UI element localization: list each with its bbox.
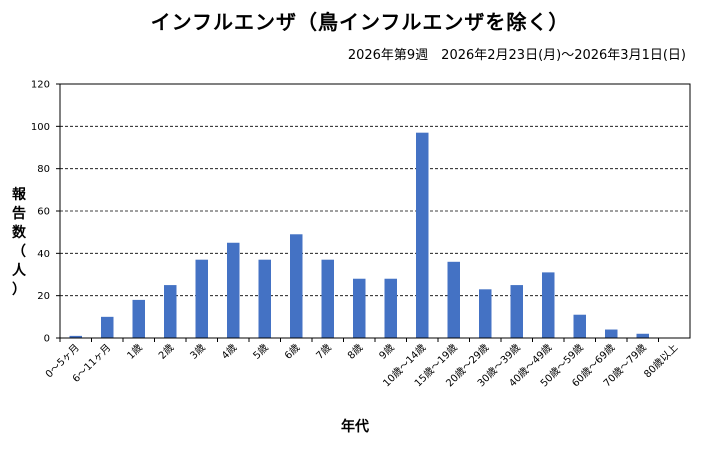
x-tick-label: 6歳 [282,342,302,362]
y-tick-label: 20 [37,291,50,302]
bar [636,333,649,338]
x-tick-label: 80歳以上 [642,342,681,381]
y-tick-label: 100 [31,122,50,133]
bar [542,272,555,338]
gridlines [60,125,690,297]
y-tick-label: 60 [37,207,50,218]
x-tick-label: 3歳 [188,342,208,362]
y-axis-label-char: 報 [12,187,26,203]
bars [69,132,649,338]
y-tick-labels: 0 20 40 60 80 100 120 [31,80,60,345]
chart-subtitle: 2026年第9週 2026年2月23日(月)～2026年3月1日(日) [347,48,686,63]
x-tick-label: 8歳 [345,342,365,362]
chart-title: インフルエンザ（鳥インフルエンザを除く） [150,10,570,34]
y-axis-label-char: ） [12,282,26,298]
x-tick-label: 2歳 [156,342,176,362]
y-tick-label: 40 [37,249,50,260]
bar [510,285,523,338]
bar [353,278,366,338]
x-axis-label: 年代 [341,419,369,435]
bar [573,314,586,338]
y-tick-label: 0 [44,334,50,345]
y-axis-label-char: 告 [12,206,26,222]
y-tick-label: 80 [37,164,50,175]
x-tick-label: 5歳 [251,342,271,362]
x-tick-label: 7歳 [314,342,334,362]
bar [227,242,240,338]
y-axis-label-char: 数 [12,225,26,241]
bar [321,259,334,338]
bar [164,285,177,338]
bar [69,335,82,338]
bar [132,299,145,338]
y-axis-label-char: （ [12,244,26,260]
bar [195,259,208,338]
bar [290,234,303,338]
bar [101,316,114,338]
x-tick-label: 4歳 [219,342,239,362]
bar [479,289,492,338]
bar [258,259,271,338]
y-axis-label-char: 人 [12,263,26,279]
x-tick-label: 9歳 [377,342,397,362]
x-tick-label: 1歳 [125,342,145,362]
y-tick-label: 120 [31,80,50,91]
bar [605,329,618,338]
bar [416,132,429,338]
bar [384,278,397,338]
y-axis-label: 報 告 数 （ 人 ） [8,186,30,300]
bar [447,261,460,338]
